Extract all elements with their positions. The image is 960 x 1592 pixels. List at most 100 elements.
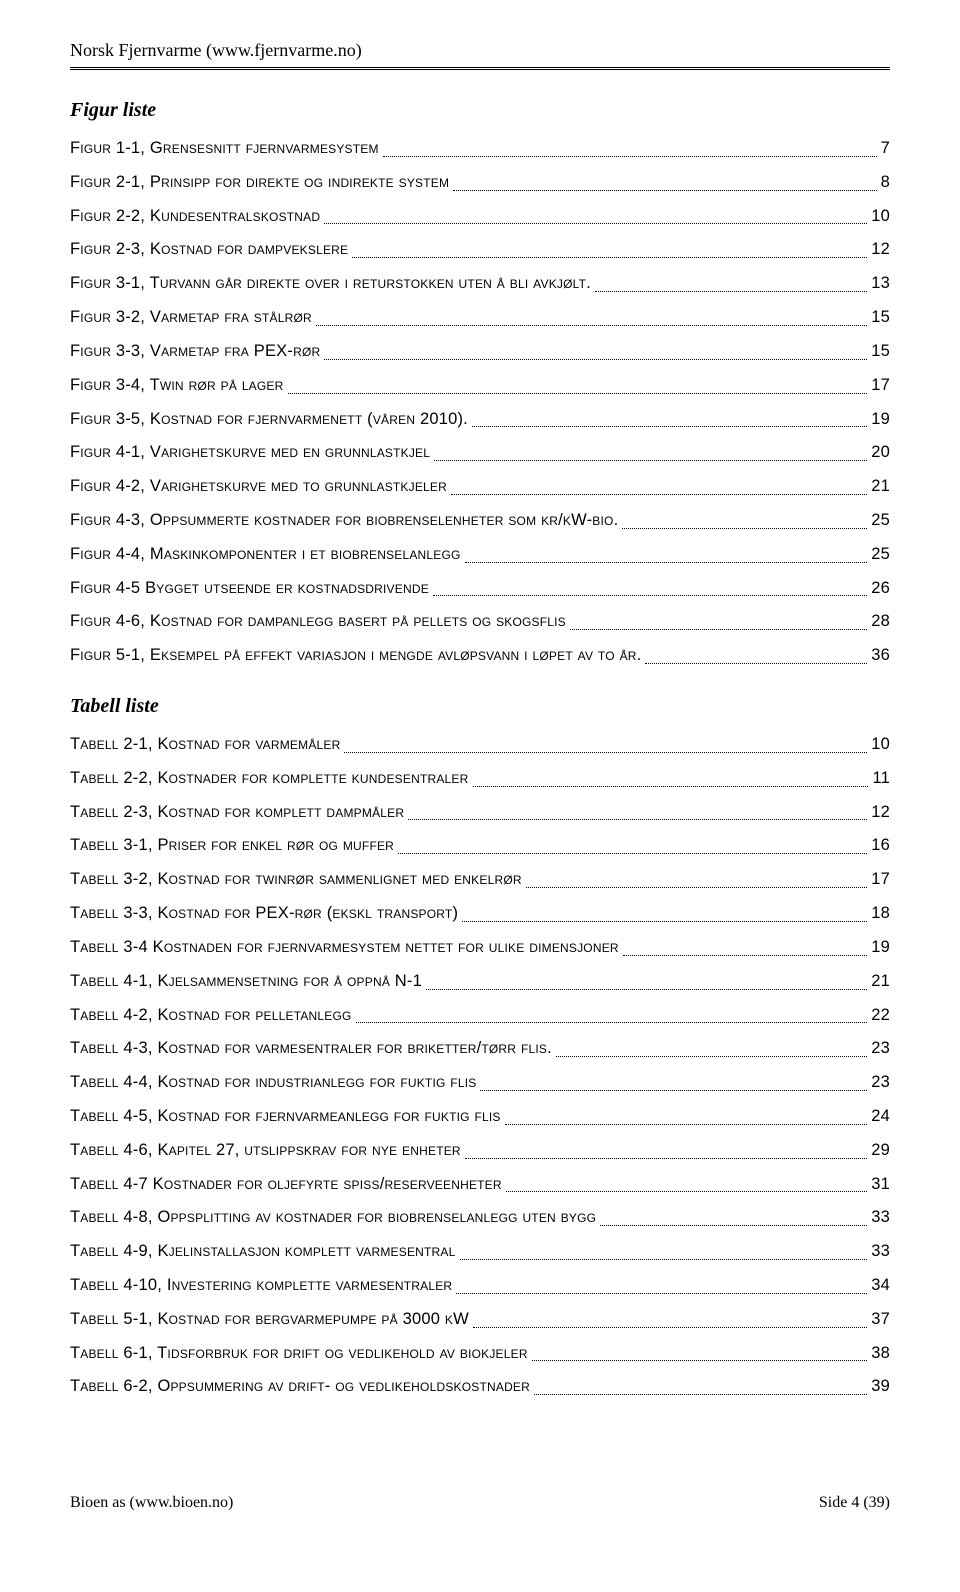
toc-leader (434, 460, 867, 461)
toc-leader (453, 190, 876, 191)
toc-leader (556, 1056, 867, 1057)
figur-toc-page: 15 (871, 335, 890, 369)
figur-toc-label: Figur 3-1, Turvann går direkte over i re… (70, 267, 591, 301)
figur-toc-page: 10 (871, 200, 890, 234)
figur-toc-page: 12 (871, 233, 890, 267)
tabell-toc-row: Tabell 4-3, Kostnad for varmesentraler f… (70, 1032, 890, 1066)
tabell-toc-row: Tabell 3-2, Kostnad for twinrør sammenli… (70, 863, 890, 897)
figur-toc-page: 7 (881, 132, 890, 166)
toc-leader (408, 819, 867, 820)
toc-leader (356, 1022, 868, 1023)
figur-toc-page: 36 (871, 639, 890, 673)
toc-leader (473, 786, 869, 787)
tabell-toc-row: Tabell 4-9, Kjelinstallasjon komplett va… (70, 1235, 890, 1269)
figur-toc-label: Figur 4-4, Maskinkomponenter i et biobre… (70, 538, 461, 572)
figur-toc-label: Figur 3-2, Varmetap fra stålrør (70, 301, 312, 335)
tabell-toc-page: 23 (871, 1066, 890, 1100)
figur-toc-row: Figur 4-3, Oppsummerte kostnader for bio… (70, 504, 890, 538)
figur-toc-page: 17 (871, 369, 890, 403)
tabell-toc-page: 39 (871, 1370, 890, 1404)
figur-toc-list: Figur 1-1, Grensesnitt fjernvarmesystem 7… (70, 132, 890, 673)
page-footer: Bioen as (www.bioen.no) Side 4 (39) (70, 1494, 890, 1512)
figur-toc-row: Figur 2-2, Kundesentralskostnad 10 (70, 200, 890, 234)
tabell-toc-label: Tabell 6-2, Oppsummering av drift- og ve… (70, 1370, 530, 1404)
tabell-toc-label: Tabell 4-10, Investering komplette varme… (70, 1269, 452, 1303)
tabell-toc-row: Tabell 5-1, Kostnad for bergvarmepumpe p… (70, 1303, 890, 1337)
toc-leader (462, 921, 867, 922)
tabell-toc-label: Tabell 4-3, Kostnad for varmesentraler f… (70, 1032, 552, 1066)
tabell-toc-row: Tabell 2-3, Kostnad for komplett dampmål… (70, 796, 890, 830)
tabell-toc-page: 31 (871, 1168, 890, 1202)
figur-toc-page: 21 (871, 470, 890, 504)
tabell-toc-page: 38 (871, 1337, 890, 1371)
tabell-toc-row: Tabell 6-2, Oppsummering av drift- og ve… (70, 1370, 890, 1404)
figur-toc-page: 13 (871, 267, 890, 301)
toc-leader (472, 426, 867, 427)
figur-toc-page: 26 (871, 572, 890, 606)
tabell-toc-row: Tabell 4-1, Kjelsammensetning for å oppn… (70, 965, 890, 999)
toc-leader (426, 989, 867, 990)
toc-leader (645, 663, 867, 664)
figur-toc-label: Figur 3-4, Twin rør på lager (70, 369, 284, 403)
figur-toc-label: Figur 5-1, Eksempel på effekt variasjon … (70, 639, 641, 673)
footer-right: Side 4 (39) (819, 1494, 890, 1512)
figur-toc-row: Figur 3-3, Varmetap fra PEX-rør 15 (70, 335, 890, 369)
toc-leader (623, 955, 867, 956)
toc-leader (460, 1259, 868, 1260)
tabell-toc-label: Tabell 3-1, Priser for enkel rør og muff… (70, 829, 394, 863)
tabell-toc-row: Tabell 4-2, Kostnad for pelletanlegg 22 (70, 999, 890, 1033)
tabell-toc-page: 22 (871, 999, 890, 1033)
figur-toc-page: 25 (871, 504, 890, 538)
tabell-toc-row: Tabell 6-1, Tidsforbruk for drift og ved… (70, 1337, 890, 1371)
tabell-toc-label: Tabell 4-9, Kjelinstallasjon komplett va… (70, 1235, 456, 1269)
figur-toc-row: Figur 4-4, Maskinkomponenter i et biobre… (70, 538, 890, 572)
tabell-toc-page: 16 (871, 829, 890, 863)
tabell-toc-page: 18 (871, 897, 890, 931)
figur-toc-label: Figur 2-2, Kundesentralskostnad (70, 200, 320, 234)
tabell-toc-row: Tabell 3-3, Kostnad for PEX-rør (ekskl t… (70, 897, 890, 931)
toc-leader (456, 1293, 867, 1294)
figur-toc-label: Figur 4-5 Bygget utseende er kostnadsdri… (70, 572, 429, 606)
figur-toc-page: 19 (871, 403, 890, 437)
tabell-toc-label: Tabell 2-3, Kostnad for komplett dampmål… (70, 796, 404, 830)
toc-leader (324, 223, 867, 224)
tabell-toc-label: Tabell 4-4, Kostnad for industrianlegg f… (70, 1066, 476, 1100)
figur-toc-label: Figur 2-1, Prinsipp for direkte og indir… (70, 166, 449, 200)
toc-leader (600, 1225, 867, 1226)
toc-leader (465, 1158, 867, 1159)
tabell-toc-page: 10 (871, 728, 890, 762)
tabell-toc-page: 17 (871, 863, 890, 897)
figur-toc-row: Figur 3-4, Twin rør på lager 17 (70, 369, 890, 403)
toc-leader (534, 1394, 867, 1395)
tabell-toc-page: 33 (871, 1201, 890, 1235)
toc-leader (288, 393, 868, 394)
toc-leader (344, 752, 867, 753)
toc-leader (505, 1124, 868, 1125)
figur-toc-page: 15 (871, 301, 890, 335)
header-divider (70, 67, 890, 71)
toc-leader (595, 291, 867, 292)
figur-toc-row: Figur 3-2, Varmetap fra stålrør 15 (70, 301, 890, 335)
tabell-toc-row: Tabell 4-10, Investering komplette varme… (70, 1269, 890, 1303)
tabell-toc-row: Tabell 4-7 Kostnader for oljefyrte spiss… (70, 1168, 890, 1202)
toc-leader (352, 257, 867, 258)
figur-toc-label: Figur 1-1, Grensesnitt fjernvarmesystem (70, 132, 379, 166)
figur-toc-page: 20 (871, 436, 890, 470)
figur-toc-label: Figur 4-3, Oppsummerte kostnader for bio… (70, 504, 618, 538)
toc-leader (473, 1327, 867, 1328)
tabell-toc-label: Tabell 4-1, Kjelsammensetning for å oppn… (70, 965, 422, 999)
tabell-toc-label: Tabell 2-1, Kostnad for varmemåler (70, 728, 340, 762)
figur-toc-row: Figur 4-5 Bygget utseende er kostnadsdri… (70, 572, 890, 606)
tabell-toc-label: Tabell 4-2, Kostnad for pelletanlegg (70, 999, 352, 1033)
tabell-toc-page: 34 (871, 1269, 890, 1303)
toc-leader (433, 595, 867, 596)
tabell-toc-row: Tabell 4-5, Kostnad for fjernvarmeanlegg… (70, 1100, 890, 1134)
toc-leader (622, 528, 867, 529)
toc-leader (570, 629, 867, 630)
figur-toc-row: Figur 4-2, Varighetskurve med to grunnla… (70, 470, 890, 504)
tabell-toc-page: 12 (871, 796, 890, 830)
footer-left: Bioen as (www.bioen.no) (70, 1494, 233, 1512)
toc-leader (526, 887, 868, 888)
figur-toc-row: Figur 5-1, Eksempel på effekt variasjon … (70, 639, 890, 673)
figur-toc-label: Figur 3-3, Varmetap fra PEX-rør (70, 335, 320, 369)
